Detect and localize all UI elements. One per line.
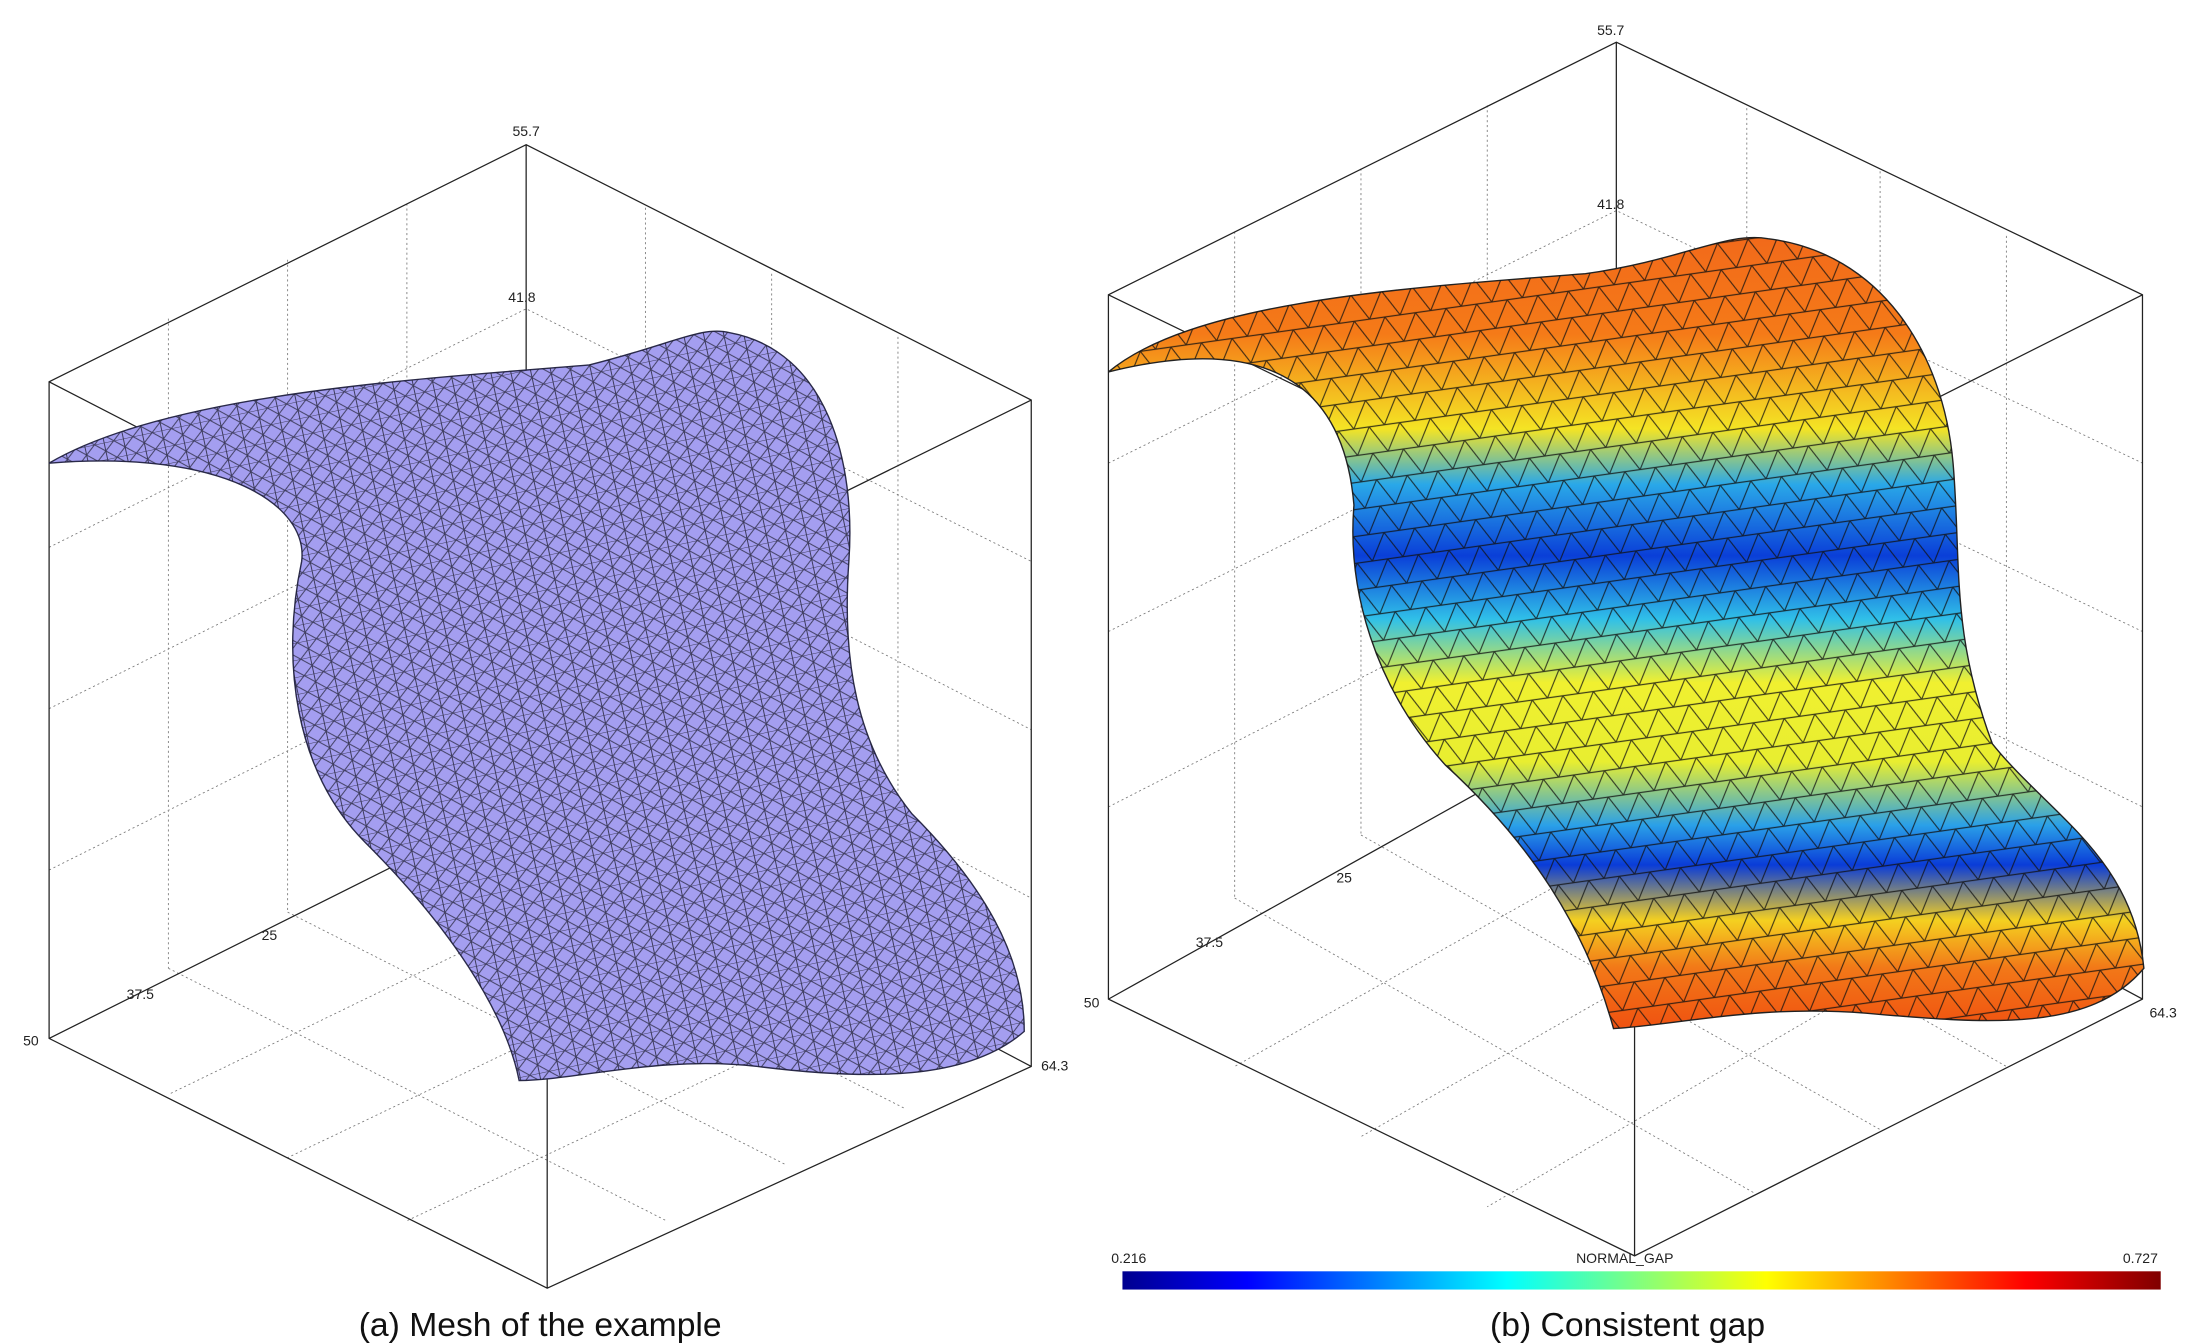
axis-label: 50	[23, 1032, 39, 1048]
mesh	[1108, 237, 2144, 1029]
panel-b: 55.7 41.8 25 37.5 50 64.3 0.216 NORMAL_G…	[1084, 22, 2177, 1343]
axis-label: 41.8	[508, 289, 535, 305]
axis-label: 50	[1084, 995, 1100, 1011]
mesh	[49, 331, 1025, 1081]
axis-label: 55.7	[513, 123, 540, 139]
axis-label: 64.3	[2149, 1004, 2176, 1020]
axis-label: 25	[1336, 870, 1352, 886]
axis-label: 37.5	[1196, 934, 1223, 950]
colorbar-max: 0.727	[2123, 1250, 2158, 1266]
colorbar-title: NORMAL_GAP	[1576, 1250, 1673, 1266]
axis-label: 37.5	[127, 986, 154, 1002]
caption: (b) Consistent gap	[1490, 1307, 1765, 1343]
caption: (a) Mesh of the example	[359, 1307, 722, 1343]
colorbar-gradient	[1122, 1271, 2161, 1290]
axis-label: 25	[262, 927, 278, 943]
colorbar-min: 0.216	[1111, 1250, 1146, 1266]
panel-a: 55.7 41.8 25 37.5 50 64.3 (a) Mesh of th…	[23, 123, 1068, 1343]
axis-label: 64.3	[1041, 1058, 1068, 1074]
axis-label: 41.8	[1597, 196, 1624, 212]
colorbar: 0.216 NORMAL_GAP 0.727	[1111, 1250, 2161, 1290]
axis-label: 55.7	[1597, 22, 1624, 38]
